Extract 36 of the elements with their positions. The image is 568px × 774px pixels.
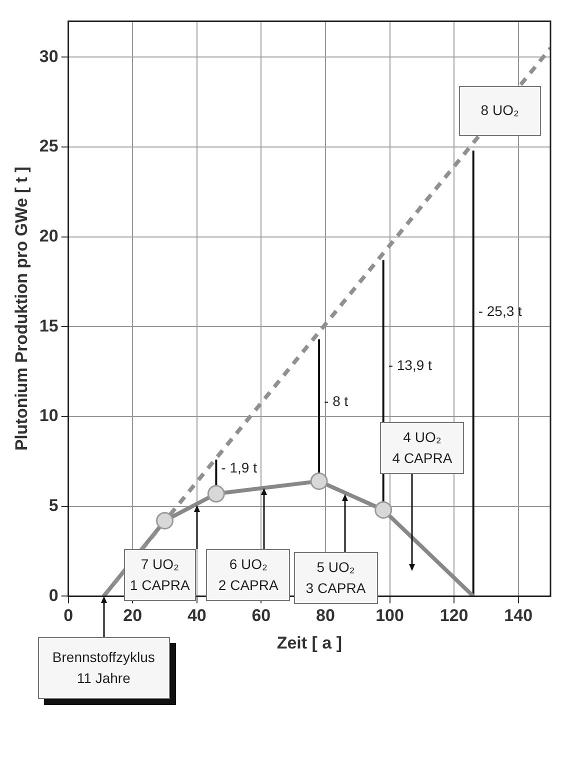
point — [156, 512, 174, 530]
annotation: 4 UO₂ 4 CAPRA — [392, 428, 452, 468]
annotation: Brennstoffzyklus 11 Jahre — [52, 648, 155, 688]
y-axis-title: Plutonium Produktion pro GWe [ t ] — [12, 166, 31, 451]
x-tick-label: 80 — [316, 606, 335, 626]
note-box: 8 UO₂ — [458, 86, 541, 136]
x-tick-label: 140 — [504, 606, 533, 626]
x-tick-label: 100 — [376, 606, 404, 626]
y-tick-label: 25 — [39, 136, 58, 156]
y-tick-label: 0 — [48, 586, 58, 605]
annotation: - 25,3 t — [478, 303, 522, 320]
annotation: 8 UO₂ — [480, 101, 519, 120]
annotation: - 8 t — [324, 392, 348, 409]
y-tick-label: 10 — [39, 406, 58, 426]
annotation: 6 UO₂ 2 CAPRA — [218, 555, 278, 596]
point — [374, 501, 392, 519]
y-tick-label: 20 — [39, 226, 58, 246]
x-tick-label: 60 — [252, 606, 271, 626]
note-box: 6 UO₂ 2 CAPRA — [206, 549, 290, 602]
annotation: - 13,9 t — [388, 357, 432, 374]
annotation: 7 UO₂ 1 CAPRA — [130, 554, 190, 595]
x-tick-label: 0 — [64, 606, 74, 626]
annotation: 5 UO₂ 3 CAPRA — [306, 558, 366, 598]
note-box: 5 UO₂ 3 CAPRA — [294, 552, 378, 604]
note-box: 4 UO₂ 4 CAPRA — [380, 422, 464, 474]
annotation: - 1,9 t — [221, 459, 258, 476]
x-tick-label: 120 — [440, 606, 468, 626]
point — [310, 472, 328, 490]
x-tick-label: 40 — [187, 606, 206, 626]
y-tick-label: 30 — [39, 46, 58, 66]
x-tick-label: 20 — [123, 606, 142, 626]
y-tick-label: 15 — [39, 316, 58, 336]
note-box: 7 UO₂ 1 CAPRA — [124, 548, 196, 601]
x-axis-title: Zeit [ a ] — [276, 633, 342, 652]
point — [207, 485, 225, 503]
y-tick-label: 5 — [48, 496, 58, 516]
